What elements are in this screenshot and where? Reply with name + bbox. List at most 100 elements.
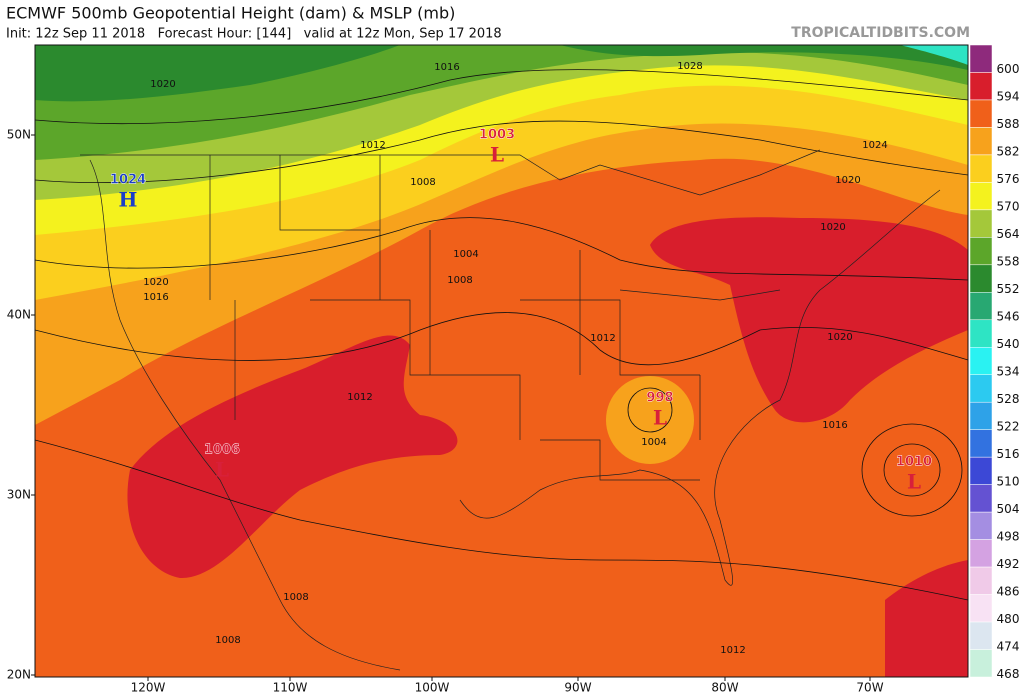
colorbar-label: 492 — [997, 557, 1020, 571]
isobar-label: 1016 — [143, 292, 168, 303]
center-value: 1003 — [479, 128, 515, 143]
colorbar-label: 552 — [997, 282, 1020, 296]
center-type: L — [907, 470, 921, 494]
colorbar-swatch — [969, 99, 993, 128]
lat-label: 30N — [7, 488, 31, 502]
lon-label: 90W — [564, 681, 591, 695]
lon-label: 70W — [856, 681, 883, 695]
isobar-label: 1012 — [720, 645, 745, 656]
colorbar-label: 594 — [997, 90, 1020, 104]
colorbar-label: 582 — [997, 145, 1020, 159]
colorbar-label: 486 — [997, 584, 1020, 598]
field-582-cyclone — [606, 376, 694, 464]
colorbar-swatch — [969, 209, 993, 238]
center-value: 1010 — [896, 455, 932, 470]
colorbar-label: 510 — [997, 474, 1020, 488]
brand: TROPICALTIDBITS.COM — [791, 25, 970, 41]
isobar-label: 1024 — [862, 140, 887, 151]
lon-label: 80W — [711, 681, 738, 695]
colorbar-swatch — [969, 621, 993, 650]
colorbar-label: 534 — [997, 364, 1020, 378]
colorbar-swatch — [969, 374, 993, 403]
map-subtitle: Init: 12z Sep 11 2018 Forecast Hour: [14… — [6, 27, 502, 42]
lat-label: 50N — [7, 128, 31, 142]
isobar-label: 1020 — [150, 79, 175, 90]
colorbar-swatch — [969, 154, 993, 183]
colorbar: 600 594 588 582 576 570 564 558 552 546 540 534 528 5… — [969, 44, 1020, 681]
field-552 — [35, 45, 968, 102]
center-value: 1024 — [110, 173, 146, 188]
colorbar-label: 522 — [997, 419, 1020, 433]
center-type: L — [215, 458, 229, 482]
isobar-label: 1016 — [434, 62, 459, 73]
isobar-label: 1004 — [641, 437, 666, 448]
colorbar-swatch — [969, 594, 993, 623]
colorbar-label: 564 — [997, 227, 1020, 241]
isobar-label: 1028 — [677, 61, 702, 72]
colorbar-label: 516 — [997, 447, 1020, 461]
isobar-low-east — [861, 423, 963, 517]
field-594-southeast — [885, 560, 968, 677]
colorbar-swatch — [969, 292, 993, 321]
map-frame — [34, 44, 969, 678]
colorbar-swatch — [969, 511, 993, 540]
colorbar-label: 504 — [997, 502, 1020, 516]
colorbar-swatch — [969, 566, 993, 595]
isobar-label: 1020 — [827, 332, 852, 343]
isobar-cyclone — [627, 387, 673, 433]
colorbar-swatch — [969, 319, 993, 348]
isobar-label: 1004 — [453, 249, 478, 260]
colorbar-label: 600 — [997, 62, 1020, 76]
center-type: L — [653, 406, 667, 430]
colorbar-label: 558 — [997, 255, 1020, 269]
isobar-label: 1012 — [590, 333, 615, 344]
isobar-label: 1020 — [143, 277, 168, 288]
colorbar-swatch — [969, 456, 993, 485]
colorbar-swatch — [969, 237, 993, 266]
colorbar-label: 570 — [997, 200, 1020, 214]
isobar-label: 1008 — [410, 177, 435, 188]
colorbar-swatch — [969, 539, 993, 568]
colorbar-label: 588 — [997, 117, 1020, 131]
colorbar-label: 540 — [997, 337, 1020, 351]
lat-label: 40N — [7, 308, 31, 322]
isobars — [35, 69, 968, 601]
colorbar-swatch — [969, 429, 993, 458]
isobar-label: 1020 — [835, 175, 860, 186]
field-594-northeast — [650, 217, 968, 423]
colorbar-swatch — [969, 484, 993, 513]
colorbar-swatch — [969, 72, 993, 101]
field-594-southwest — [127, 335, 458, 579]
colorbar-label: 576 — [997, 172, 1020, 186]
lon-label: 110W — [273, 681, 308, 695]
map-title: ECMWF 500mb Geopotential Height (dam) & … — [6, 4, 455, 23]
isobar-label: 1012 — [347, 392, 372, 403]
field-540 — [900, 45, 968, 65]
colorbar-swatch — [969, 401, 993, 430]
colorbar-label: 528 — [997, 392, 1020, 406]
colorbar-label: 480 — [997, 612, 1020, 626]
isobar-label: 1008 — [215, 635, 240, 646]
colorbar-label: 468 — [997, 667, 1020, 681]
isobar-label: 1012 — [360, 140, 385, 151]
colorbar-label: 546 — [997, 310, 1020, 324]
center-type: L — [490, 143, 504, 167]
center-value: 998 — [646, 391, 673, 406]
colorbar-swatch — [969, 182, 993, 211]
state-borders — [80, 149, 821, 481]
coastline — [89, 159, 941, 671]
colorbar-swatch — [969, 44, 993, 73]
colorbar-swatch — [969, 264, 993, 293]
isobar-label: 1008 — [283, 592, 308, 603]
isobar-label: 1008 — [447, 275, 472, 286]
colorbar-label: 498 — [997, 529, 1020, 543]
map-axes: 50N 40N 30N 20N 120W 110W 100W 90W 80W 70W — [7, 128, 884, 695]
center-value: 1006 — [204, 443, 240, 458]
map-field — [35, 45, 968, 677]
colorbar-swatch — [969, 127, 993, 156]
isobar-labels: 1020 1016 1028 1012 1008 1004 1008 1020 … — [143, 61, 887, 656]
isobar-label: 1020 — [820, 222, 845, 233]
colorbar-swatch — [969, 649, 993, 678]
